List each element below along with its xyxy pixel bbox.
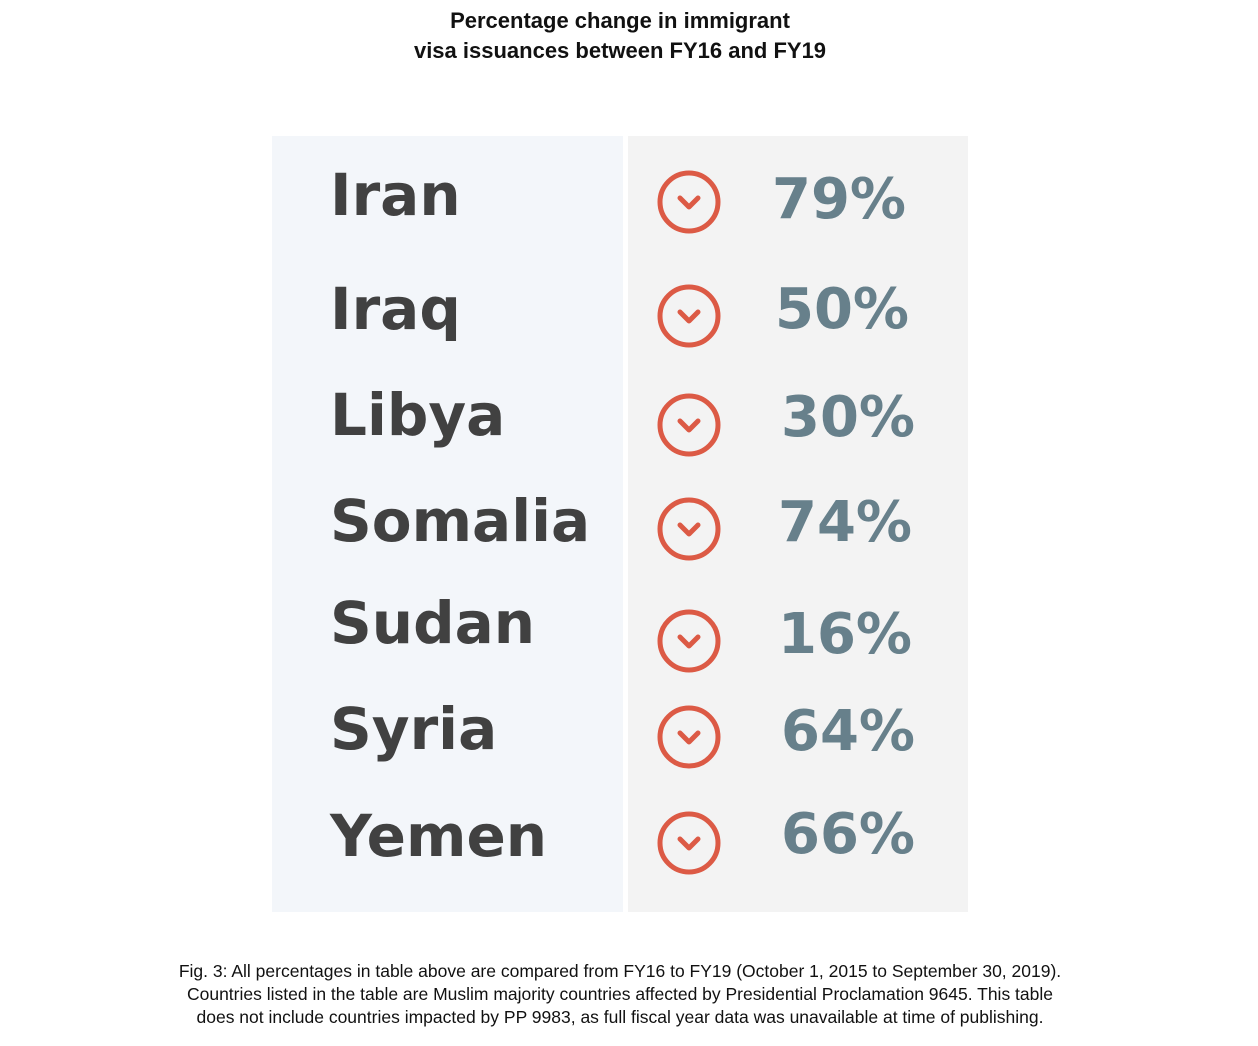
percent-column-panel [628, 136, 968, 912]
country-label: Iraq [330, 275, 461, 343]
percent-change-value: 79% [772, 167, 907, 232]
caption-line-1: Fig. 3: All percentages in table above a… [178, 961, 1062, 981]
chevron-down-circle-icon [657, 811, 721, 875]
percent-change-value: 30% [781, 385, 916, 450]
country-label: Iran [330, 161, 461, 229]
caption-line-3: does not include countries impacted by P… [196, 1007, 1044, 1027]
percent-change-value: 50% [775, 277, 910, 342]
percent-change-value: 74% [778, 490, 913, 555]
caption-line-2: Countries listed in the table are Muslim… [186, 984, 1054, 1004]
country-label: Yemen [330, 802, 548, 870]
percent-change-value: 16% [778, 602, 913, 667]
chevron-down-circle-icon [657, 497, 721, 561]
chevron-down-circle-icon [657, 170, 721, 234]
country-label: Somalia [330, 487, 591, 555]
country-column-panel [272, 136, 623, 912]
chevron-down-circle-icon [657, 393, 721, 457]
percent-change-value: 66% [781, 802, 916, 867]
country-label: Libya [330, 381, 506, 449]
figure-caption: Fig. 3: All percentages in table above a… [120, 960, 1120, 1029]
chart-title-line-2: visa issuances between FY16 and FY19 [413, 38, 827, 63]
chevron-down-circle-icon [657, 284, 721, 348]
country-label: Syria [330, 695, 498, 763]
chevron-down-circle-icon [657, 609, 721, 673]
country-label: Sudan [330, 589, 536, 657]
chart-title-line-1: Percentage change in immigrant [450, 8, 790, 33]
chart-title: Percentage change in immigrant visa issu… [0, 6, 1240, 66]
percent-change-value: 64% [781, 699, 916, 764]
chevron-down-circle-icon [657, 705, 721, 769]
